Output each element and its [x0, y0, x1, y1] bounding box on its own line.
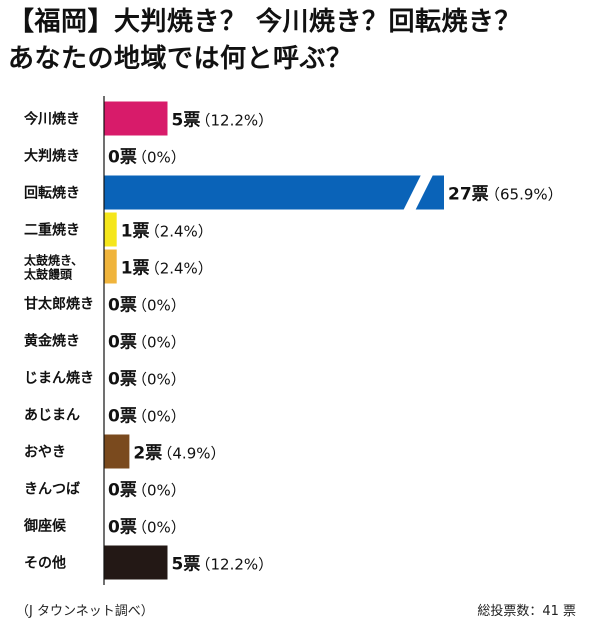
title-line-1: 【福岡】大判焼き？ 今川焼き？回転焼き？	[8, 7, 522, 37]
percent-label: （2.4%）	[145, 223, 213, 241]
category-label: 甘太郎焼き	[24, 296, 94, 313]
source-note: （J タウンネット調べ）	[16, 604, 154, 619]
percent-label: （0%）	[132, 149, 186, 167]
percent-label: （0%）	[132, 297, 186, 315]
bar	[104, 175, 444, 210]
category-label: じまん焼き	[24, 370, 94, 387]
percent-label: （2.4%）	[145, 260, 213, 278]
category-label: 回転焼き	[24, 185, 80, 202]
percent-label: （4.9%）	[157, 445, 225, 463]
vote-label: 0票	[108, 518, 137, 538]
percent-label: （0%）	[132, 334, 186, 352]
category-label: 黄金焼き	[24, 333, 80, 350]
vote-label: 5票	[172, 555, 201, 575]
percent-label: （0%）	[132, 371, 186, 389]
category-label: 二重焼き	[24, 222, 80, 239]
vote-label: 0票	[108, 481, 137, 501]
vote-label: 0票	[108, 370, 137, 390]
vote-label: 5票	[172, 111, 201, 131]
vote-label: 2票	[133, 444, 162, 464]
bar	[104, 434, 130, 469]
percent-label: （0%）	[132, 519, 186, 537]
category-label: 今川焼き	[23, 111, 80, 128]
percent-label: （0%）	[132, 482, 186, 500]
total-votes: 総投票数：41 票	[477, 604, 576, 619]
vote-label: 0票	[108, 407, 137, 427]
category-label: 大判焼き	[24, 148, 80, 165]
title-line-2: あなたの地域では何と呼ぶ？	[8, 44, 353, 74]
category-label: その他	[24, 555, 66, 572]
category-label: あじまん	[24, 408, 80, 424]
axis-break-mark	[403, 174, 434, 211]
percent-label: （0%）	[132, 408, 186, 426]
percent-label: （65.9%）	[485, 186, 563, 204]
vote-label: 27票	[448, 185, 489, 205]
vote-label: 0票	[108, 148, 137, 168]
vote-label: 1票	[121, 259, 150, 279]
category-label: 御座候	[23, 518, 67, 535]
vote-label: 0票	[108, 296, 137, 316]
vote-label: 0票	[108, 333, 137, 353]
bar	[104, 212, 117, 247]
percent-label: （12.2%）	[196, 112, 274, 130]
category-label: きんつば	[24, 482, 80, 498]
bar	[104, 101, 168, 136]
chart-title: 【福岡】大判焼き？ 今川焼き？回転焼き？ あなたの地域では何と呼ぶ？	[8, 4, 586, 78]
bar	[104, 545, 168, 580]
percent-label: （12.2%）	[196, 556, 274, 574]
category-label: 太鼓焼き、太鼓饅頭	[24, 253, 83, 282]
vote-label: 1票	[121, 222, 150, 242]
category-label: おやき	[24, 445, 66, 461]
bar	[104, 249, 117, 284]
